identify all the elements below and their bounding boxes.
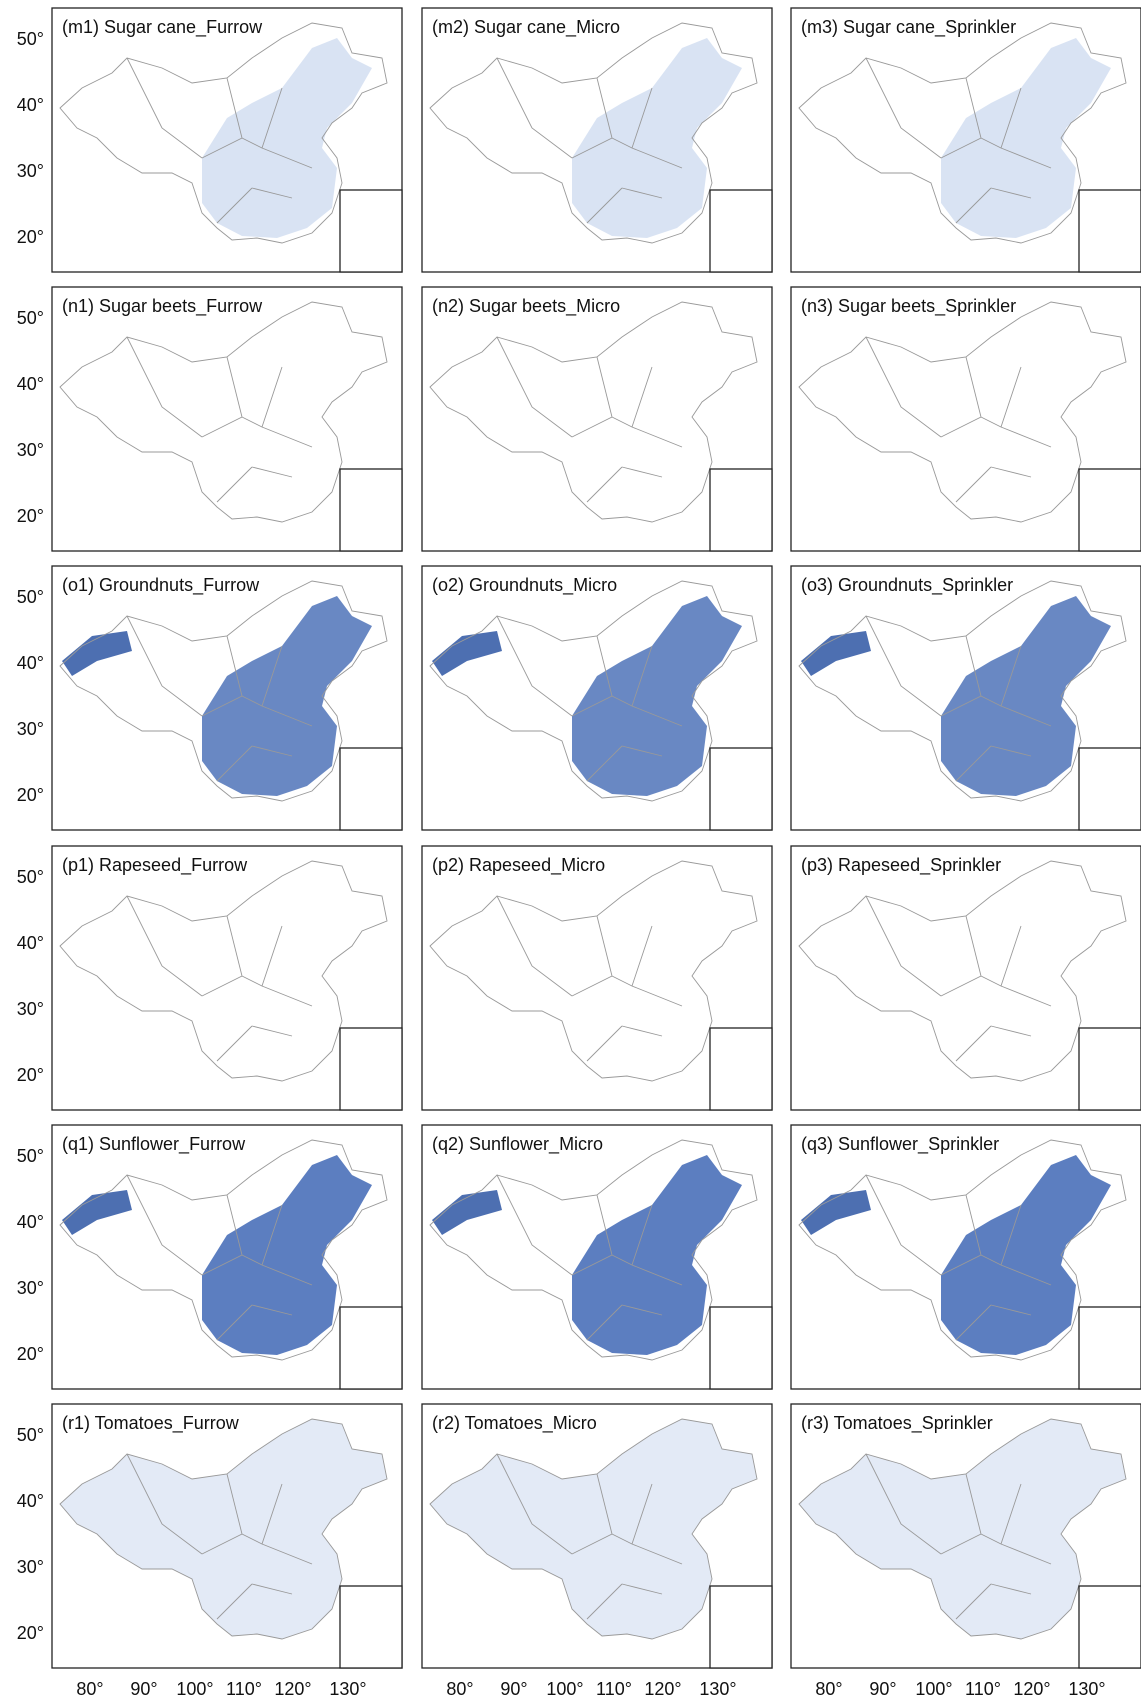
south-china-sea-inset [710,1307,772,1389]
south-china-sea-inset [1079,1028,1141,1110]
latitude-label: 40° [17,95,44,115]
panel-title: (q1) Sunflower_Furrow [62,1134,246,1155]
latitude-label: 20° [17,227,44,247]
panel-title: (q3) Sunflower_Sprinkler [801,1134,999,1155]
map-panel: (m3) Sugar cane_Sprinkler [791,8,1141,272]
map-panel: (o1) Groundnuts_Furrow [52,566,402,830]
panel-title: (r3) Tomatoes_Sprinkler [801,1413,993,1434]
south-china-sea-inset [340,748,402,830]
longitude-label: 80° [815,1679,842,1699]
panel-title: (p1) Rapeseed_Furrow [62,855,248,876]
south-china-sea-inset [340,1307,402,1389]
panel-title: (p3) Rapeseed_Sprinkler [801,855,1001,876]
latitude-label: 30° [17,1278,44,1298]
map-panel: (p1) Rapeseed_Furrow [52,846,402,1110]
panel-title: (r1) Tomatoes_Furrow [62,1413,240,1434]
latitude-label: 50° [17,1146,44,1166]
latitude-label: 50° [17,29,44,49]
longitude-label: 130° [329,1679,366,1699]
south-china-sea-inset [340,1586,402,1668]
longitude-label: 90° [869,1679,896,1699]
south-china-sea-inset [710,1028,772,1110]
panel-title: (p2) Rapeseed_Micro [432,855,605,876]
map-panel: (n1) Sugar beets_Furrow [52,287,402,551]
latitude-label: 20° [17,1344,44,1364]
map-panel: (p2) Rapeseed_Micro [422,846,772,1110]
map-panel: (q2) Sunflower_Micro [422,1125,772,1389]
south-china-sea-inset [710,1586,772,1668]
south-china-sea-inset [710,469,772,551]
south-china-sea-inset [1079,190,1141,272]
map-panel: (p3) Rapeseed_Sprinkler [791,846,1141,1110]
latitude-label: 30° [17,161,44,181]
south-china-sea-inset [340,1028,402,1110]
latitude-label: 20° [17,1065,44,1085]
longitude-label: 110° [226,1679,262,1699]
latitude-label: 50° [17,1425,44,1445]
longitude-label: 120° [1013,1679,1050,1699]
latitude-label: 30° [17,719,44,739]
map-panel: (o2) Groundnuts_Micro [422,566,772,830]
map-panel: (n2) Sugar beets_Micro [422,287,772,551]
longitude-label: 100° [176,1679,213,1699]
latitude-label: 20° [17,506,44,526]
longitude-label: 130° [699,1679,736,1699]
south-china-sea-inset [1079,1586,1141,1668]
latitude-label: 40° [17,374,44,394]
longitude-label: 110° [596,1679,632,1699]
latitude-label: 30° [17,440,44,460]
latitude-label: 30° [17,1557,44,1577]
panel-title: (o3) Groundnuts_Sprinkler [801,575,1013,596]
latitude-label: 20° [17,1623,44,1643]
panel-title: (m3) Sugar cane_Sprinkler [801,17,1016,38]
map-panel: (o3) Groundnuts_Sprinkler [791,566,1141,830]
longitude-label: 120° [644,1679,681,1699]
panel-title: (m2) Sugar cane_Micro [432,17,620,38]
latitude-label: 30° [17,999,44,1019]
panel-title: (r2) Tomatoes_Micro [432,1413,597,1434]
map-panel: (r3) Tomatoes_Sprinkler [791,1404,1141,1668]
south-china-sea-inset [340,190,402,272]
map-panel: (r1) Tomatoes_Furrow [52,1404,402,1668]
latitude-label: 50° [17,308,44,328]
map-panel: (r2) Tomatoes_Micro [422,1404,772,1668]
longitude-label: 90° [130,1679,157,1699]
south-china-sea-inset [1079,1307,1141,1389]
south-china-sea-inset [1079,469,1141,551]
panel-title: (m1) Sugar cane_Furrow [62,17,263,38]
latitude-label: 20° [17,785,44,805]
panel-title: (o1) Groundnuts_Furrow [62,575,260,596]
south-china-sea-inset [710,748,772,830]
longitude-label: 80° [446,1679,473,1699]
latitude-label: 40° [17,653,44,673]
longitude-label: 90° [500,1679,527,1699]
longitude-label: 110° [965,1679,1001,1699]
latitude-label: 50° [17,587,44,607]
panel-title: (n2) Sugar beets_Micro [432,296,620,317]
map-panel: (q1) Sunflower_Furrow [52,1125,402,1389]
latitude-label: 40° [17,1491,44,1511]
panel-title: (n1) Sugar beets_Furrow [62,296,263,317]
longitude-label: 100° [915,1679,952,1699]
latitude-label: 40° [17,1212,44,1232]
south-china-sea-inset [1079,748,1141,830]
panel-title: (q2) Sunflower_Micro [432,1134,603,1155]
map-panel: (m1) Sugar cane_Furrow [52,8,402,272]
panel-title: (o2) Groundnuts_Micro [432,575,617,596]
longitude-label: 120° [274,1679,311,1699]
south-china-sea-inset [340,469,402,551]
panel-title: (n3) Sugar beets_Sprinkler [801,296,1016,317]
longitude-label: 80° [76,1679,103,1699]
map-figure: (m1) Sugar cane_Furrow 50° 40° 30° 20° (m2) S… [0,0,1141,1705]
latitude-label: 40° [17,933,44,953]
longitude-label: 130° [1068,1679,1105,1699]
map-panel: (q3) Sunflower_Sprinkler [791,1125,1141,1389]
longitude-label: 100° [546,1679,583,1699]
map-panel: (m2) Sugar cane_Micro [422,8,772,272]
latitude-label: 50° [17,867,44,887]
south-china-sea-inset [710,190,772,272]
map-panel: (n3) Sugar beets_Sprinkler [791,287,1141,551]
